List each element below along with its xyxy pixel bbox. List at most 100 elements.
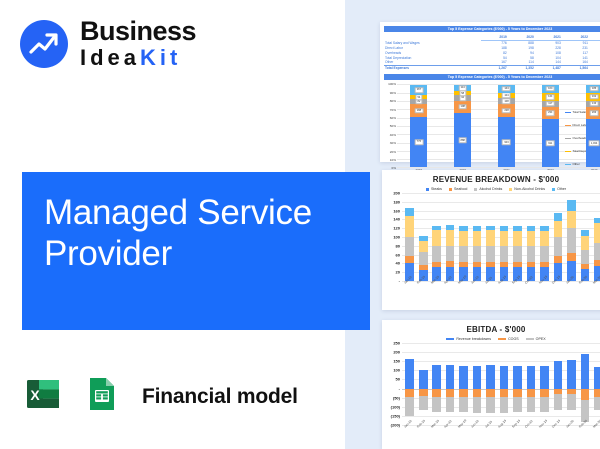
bar-segment <box>432 261 441 268</box>
bar-slot <box>551 343 564 425</box>
bar-segment <box>418 264 428 270</box>
bar-segment: 888 <box>454 112 472 168</box>
bar-segment <box>553 388 563 394</box>
bar-segment <box>513 388 522 397</box>
google-sheets-icon <box>80 373 122 420</box>
bar-segment <box>486 396 495 413</box>
bar-segment <box>567 200 576 211</box>
bar-segment <box>593 367 600 389</box>
revenue-chart-x-axis: Jan-19 Feb-19 Mar-19 Apr-19 May-19 Jun-19 Jul-… <box>402 274 600 286</box>
bar-slot <box>416 193 429 281</box>
legend-swatch <box>565 150 571 153</box>
bar-segment <box>553 213 563 221</box>
ebitda-chart-x-axis: Jan-19 Feb-19 Mar-19 Apr-19 May-19 Jun-19 Jul-… <box>402 418 600 430</box>
legend-label: Overheads <box>572 136 587 141</box>
legend-item: COGS <box>498 337 519 341</box>
bar-segment <box>513 261 522 268</box>
bar-segment <box>486 246 495 262</box>
bar-value-label: 198 <box>458 104 468 110</box>
bar-value-label: 888 <box>458 137 468 143</box>
bar-segment <box>486 225 495 231</box>
bar-segment <box>432 267 441 281</box>
y-tick-label: (150) <box>390 413 400 419</box>
bar-segment <box>418 369 428 389</box>
table-cell-value: 1,778 <box>588 64 600 71</box>
bar-segment <box>499 267 509 281</box>
bar-slot <box>430 193 443 281</box>
revenue-chart-y-axis: 200 180 160 140 120 100 80 60 40 20 - <box>386 191 402 284</box>
bar-value-label: 263 <box>589 110 599 116</box>
bar-segment: 263 <box>585 106 600 120</box>
bar-slot <box>578 193 591 281</box>
bar-value-label: 911 <box>546 140 555 147</box>
bar-segment <box>540 388 549 397</box>
legend-label: Non-Alcohol Drinks <box>514 187 546 191</box>
growth-arrow-icon <box>20 19 68 68</box>
bar-segment: 186 <box>585 84 600 94</box>
gridline <box>402 415 600 417</box>
table-cell-value: 198 <box>528 45 534 50</box>
y-tick-label: 50 <box>395 376 400 382</box>
table-cell-label: Total Expenses <box>384 64 481 71</box>
bar-segment <box>472 261 482 268</box>
y-tick-label: 50% <box>389 124 396 129</box>
bar-segment <box>499 365 509 389</box>
gridline <box>402 210 600 212</box>
bar-segment <box>580 388 590 400</box>
bar-slot <box>538 193 551 281</box>
legend-label: Seafood <box>453 187 468 191</box>
y-tick-label: 120 <box>393 225 400 231</box>
bar-segment <box>593 388 600 397</box>
bar-segment <box>432 246 441 262</box>
bar-segment <box>459 388 468 397</box>
bar-segment <box>526 261 536 268</box>
y-tick-label: 200 <box>393 349 400 355</box>
legend-item: Non-Alcohol Drinks <box>509 187 545 191</box>
page-title: Managed Service Provider <box>44 193 312 274</box>
file-format-row: X Financial model <box>24 373 298 420</box>
table-cell-value: 911 <box>582 41 588 46</box>
bar-segment: 133 <box>585 100 600 107</box>
bar-segment <box>499 230 509 247</box>
bar-slot <box>470 343 483 425</box>
brand-name-primary: Business <box>80 16 197 46</box>
table-header-cell: 2020 <box>507 35 535 41</box>
bar-segment <box>540 246 549 262</box>
bar-value-label: 144 <box>502 85 511 92</box>
gridline <box>402 281 600 282</box>
svg-text:X: X <box>30 387 40 403</box>
bar-segment: 144 <box>497 84 515 93</box>
bar-segment <box>405 216 415 238</box>
y-tick-label: 10% <box>389 158 396 163</box>
bar-segment <box>513 396 522 413</box>
legend-item: Seafood <box>448 187 468 191</box>
brand-word-idea: Idea <box>80 45 141 70</box>
stacked-bar: 888 198 94 58 114 <box>454 84 472 168</box>
bar-segment <box>513 230 522 247</box>
legend-item: Other <box>552 187 566 191</box>
legend-label: Alcohol Drinks <box>479 187 503 191</box>
table-cell-value: 141 <box>582 55 588 60</box>
legend-item: Total Depreciation <box>565 149 600 153</box>
legend-item: Overheads <box>565 136 600 140</box>
bar-segment <box>405 256 415 264</box>
y-tick-label: 100% <box>388 82 396 87</box>
table-header-cell: 2019 <box>480 35 508 41</box>
bar-segment <box>459 396 468 413</box>
bar-segment <box>445 261 455 267</box>
bar-segment <box>486 261 495 268</box>
bar-segment <box>567 210 576 229</box>
ebitda-chart-title: EBITDA - $'000 <box>466 325 526 334</box>
bar-value-label: 133 <box>589 100 599 107</box>
expense-table-title: Top 5 Expense Categories ($'000) - 5 Yea… <box>384 26 600 32</box>
bar-segment <box>593 242 600 260</box>
y-tick-label: 80% <box>389 99 396 104</box>
bar-segment: 188 <box>410 104 428 117</box>
bar-segment <box>405 237 415 257</box>
stacked-bar: 1,034 263 133 162 186 <box>585 84 600 168</box>
table-cell-value: 167 <box>501 60 507 65</box>
table-cell-label: Total Depreciation <box>385 55 412 60</box>
hero-banner: Managed Service Provider <box>22 172 370 330</box>
bar-segment <box>432 230 441 247</box>
y-tick-label: (50) <box>392 395 400 401</box>
